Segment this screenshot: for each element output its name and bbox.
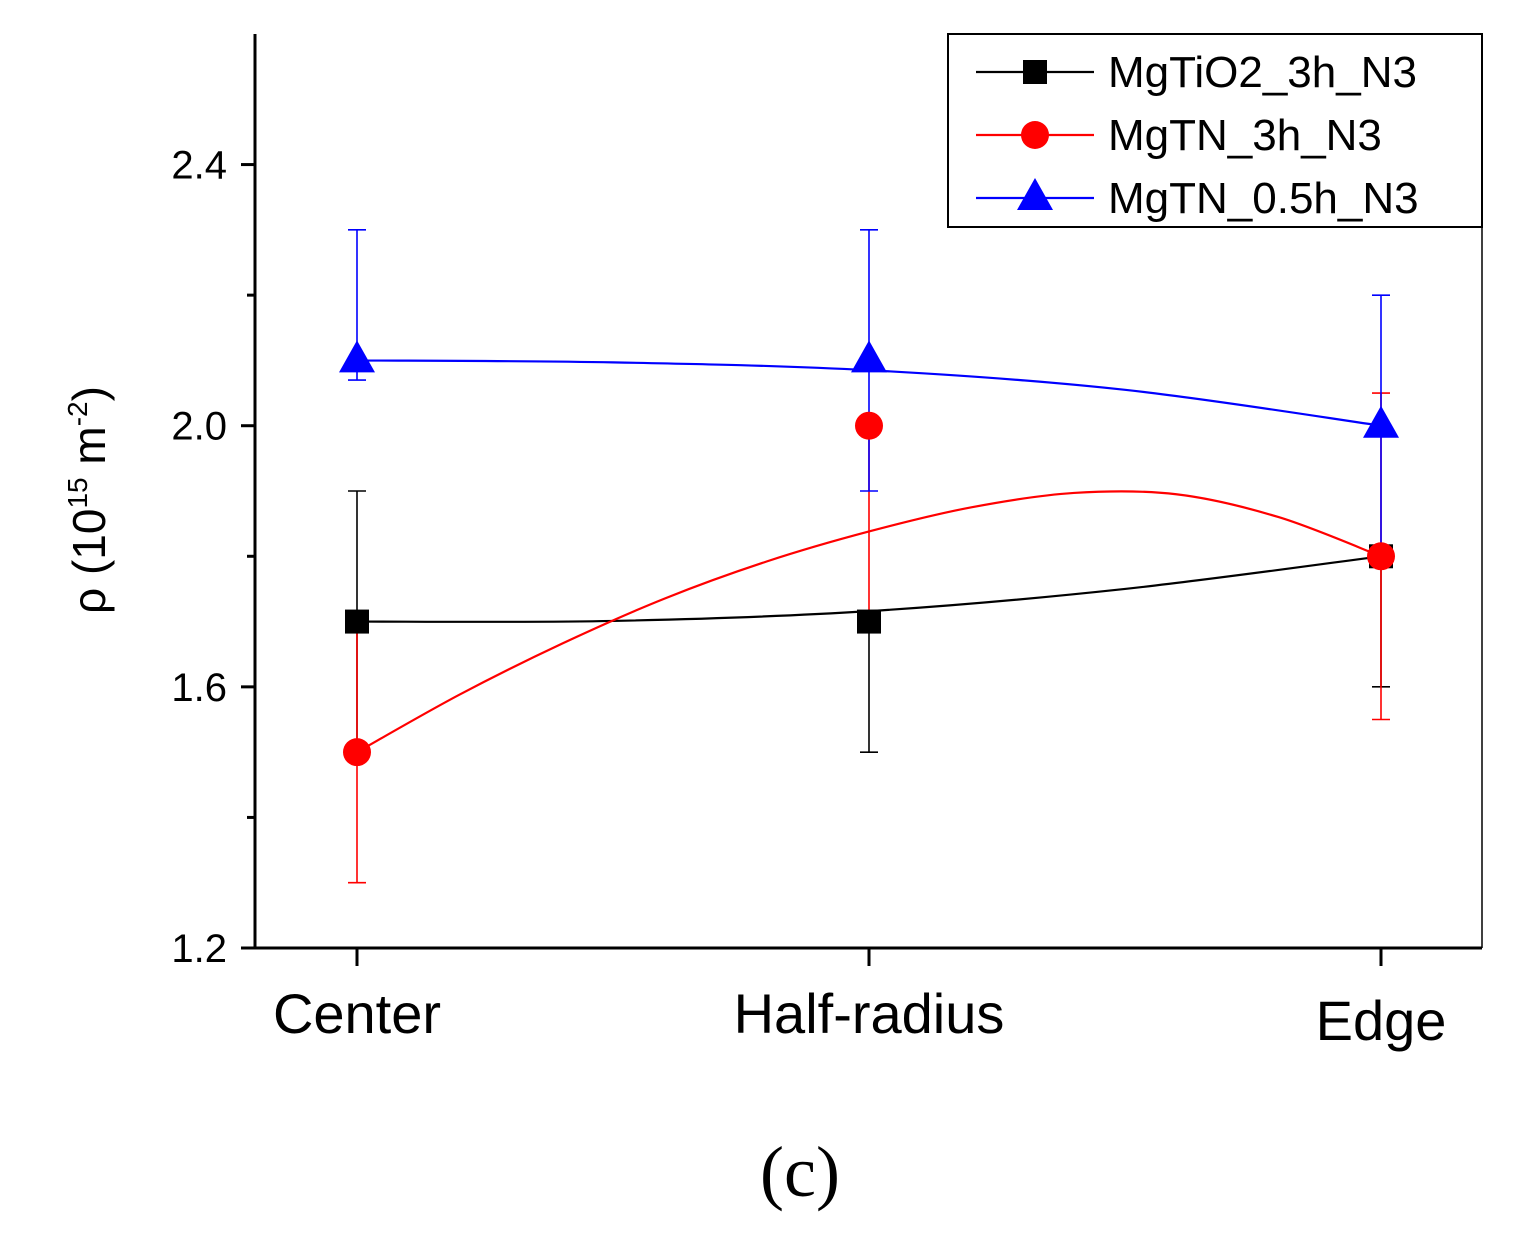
y-axis-label: ρ (1015 m-2) xyxy=(62,386,115,614)
y-axis-label-exp1: 15 xyxy=(62,477,93,508)
legend-label: MgTiO2_3h_N3 xyxy=(1108,48,1417,97)
y-axis-label-unit: m xyxy=(63,426,115,477)
data-point xyxy=(339,340,375,373)
series-markers xyxy=(339,340,1399,767)
y-tick-label: 1.2 xyxy=(171,927,227,971)
x-ticks: Center Half-radius Edge xyxy=(273,948,1446,1052)
legend-label: MgTN_0.5h_N3 xyxy=(1108,174,1419,223)
y-axis-label-exp2: -2 xyxy=(62,401,93,426)
x-tick-label: Half-radius xyxy=(734,982,1005,1045)
y-axis-label-open: (10 xyxy=(63,509,115,588)
y-ticks: 1.2 1.6 2.0 2.4 xyxy=(171,144,255,971)
data-point xyxy=(1367,542,1395,571)
error-bars xyxy=(348,229,1390,884)
data-point xyxy=(345,609,369,634)
legend: MgTiO2_3h_N3 MgTN_3h_N3 MgTN_0.5h_N3 xyxy=(947,33,1483,228)
data-point xyxy=(1363,405,1399,438)
legend-items: MgTiO2_3h_N3 MgTN_3h_N3 MgTN_0.5h_N3 xyxy=(976,48,1419,223)
y-tick-label: 1.6 xyxy=(171,666,227,710)
data-point xyxy=(857,609,881,634)
y-axis-label-close: ) xyxy=(63,386,115,401)
legend-marker xyxy=(1017,178,1053,210)
y-axis-label-symbol: ρ xyxy=(63,588,115,614)
y-tick-label: 2.4 xyxy=(171,144,227,188)
x-tick-label: Center xyxy=(273,982,441,1045)
y-tick-label: 2.0 xyxy=(171,405,227,449)
legend-marker xyxy=(1021,121,1049,149)
legend-label: MgTN_3h_N3 xyxy=(1108,111,1382,160)
panel-caption: (c) xyxy=(760,1132,840,1212)
data-point xyxy=(343,738,371,767)
legend-marker xyxy=(1023,60,1047,84)
data-point xyxy=(855,411,883,440)
data-point xyxy=(851,340,887,373)
x-tick-label: Edge xyxy=(1316,989,1447,1052)
